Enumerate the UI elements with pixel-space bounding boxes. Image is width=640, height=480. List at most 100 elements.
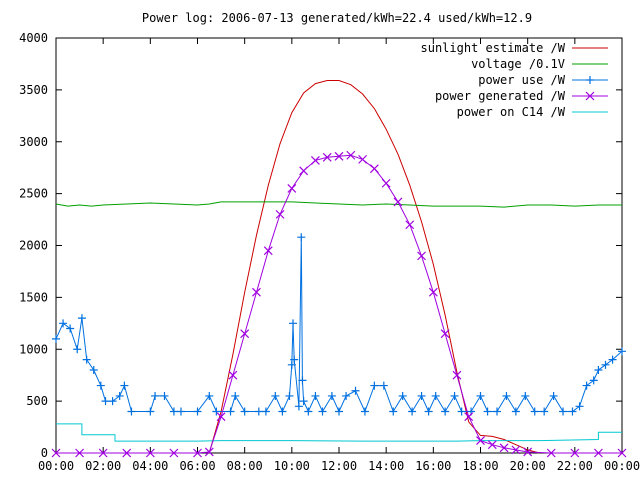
x-tick-label: 06:00 (179, 459, 215, 473)
data-point (424, 407, 433, 416)
data-point (261, 407, 270, 416)
data-point (145, 448, 155, 458)
x-tick-label: 16:00 (415, 459, 451, 473)
x-tick-label: 04:00 (132, 459, 168, 473)
data-point (582, 381, 591, 390)
data-point (476, 391, 485, 400)
legend-label: sunlight estimate /W (421, 41, 566, 55)
y-tick-label: 3000 (19, 135, 48, 149)
data-point (311, 391, 320, 400)
data-point (75, 448, 85, 458)
data-point (487, 440, 497, 450)
data-point (441, 407, 450, 416)
series-power-use-w (52, 233, 626, 416)
y-tick-label: 0 (41, 446, 48, 460)
data-point (115, 391, 124, 400)
x-tick-label: 14:00 (368, 459, 404, 473)
series-line (55, 201, 622, 208)
data-point (127, 407, 136, 416)
data-point (98, 448, 108, 458)
data-point (82, 355, 91, 364)
data-point (381, 178, 391, 188)
data-point (452, 370, 462, 380)
series-voltage-0-1v (55, 201, 622, 208)
data-point (417, 391, 426, 400)
data-point (568, 407, 577, 416)
data-point (240, 329, 250, 339)
series-power-on-c14-w (56, 423, 622, 442)
data-point (405, 220, 415, 230)
data-point (369, 164, 379, 174)
data-point (59, 319, 68, 328)
data-point (594, 366, 603, 374)
y-tick-label: 500 (26, 394, 48, 408)
data-point (298, 376, 307, 385)
data-point (521, 391, 530, 400)
data-point (51, 448, 61, 458)
data-point (160, 391, 169, 400)
x-tick-label: 08:00 (227, 459, 263, 473)
data-point (523, 447, 533, 457)
data-point (263, 246, 273, 256)
data-point (205, 391, 214, 400)
x-tick-label: 22:00 (557, 459, 593, 473)
data-point (226, 407, 235, 416)
data-point (428, 287, 438, 297)
data-point (370, 381, 379, 390)
data-point (278, 407, 287, 416)
data-point (231, 391, 240, 400)
data-point (254, 407, 263, 416)
data-point (297, 233, 306, 242)
series-line (56, 423, 622, 442)
data-point (287, 184, 297, 193)
data-point (176, 407, 185, 416)
y-tick-label: 4000 (19, 31, 48, 45)
data-point (120, 381, 129, 390)
chart-title: Power log: 2006-07-13 generated/kWh=22.4… (142, 11, 532, 25)
data-point (334, 151, 344, 161)
y-axis: 0 500 1000 1500 2000 2500 3000 3500 4000 (19, 31, 622, 460)
legend-label: voltage /0.1V (471, 57, 565, 71)
data-point (66, 324, 75, 333)
data-point (450, 391, 459, 400)
y-tick-label: 2500 (19, 187, 48, 201)
data-point (608, 355, 617, 364)
data-point (511, 407, 520, 416)
series-layer (51, 80, 627, 458)
data-point (240, 407, 249, 416)
data-point (493, 407, 502, 416)
x-axis: 00:00 02:00 04:00 06:00 08:00 10:00 12:00 14:00… (38, 38, 640, 473)
data-point (618, 347, 626, 356)
x-tick-label: 18:00 (462, 459, 498, 473)
data-point (559, 407, 568, 416)
data-point (546, 448, 556, 458)
data-point (617, 448, 627, 458)
legend-label: power use /W (478, 73, 565, 87)
data-point (73, 345, 82, 354)
data-point (408, 407, 417, 416)
data-point (575, 402, 584, 411)
x-tick-label: 12:00 (321, 459, 357, 473)
data-point (358, 154, 368, 164)
x-tick-label: 02:00 (85, 459, 121, 473)
data-point (294, 402, 303, 411)
data-point (593, 448, 603, 458)
data-point (275, 209, 285, 219)
data-point (169, 407, 178, 416)
x-tick-label: 20:00 (510, 459, 546, 473)
data-point (287, 360, 296, 369)
data-point (89, 366, 98, 374)
data-point (440, 329, 450, 339)
x-tick-label: 10:00 (274, 459, 310, 473)
data-point (342, 391, 351, 400)
data-point (318, 407, 327, 416)
data-point (96, 381, 105, 390)
data-point (52, 334, 60, 343)
data-point (540, 407, 549, 416)
x-tick-label: 00:00 (604, 459, 640, 473)
data-point (398, 391, 407, 400)
data-point (289, 319, 298, 328)
data-point (151, 391, 160, 400)
data-point (310, 156, 320, 165)
